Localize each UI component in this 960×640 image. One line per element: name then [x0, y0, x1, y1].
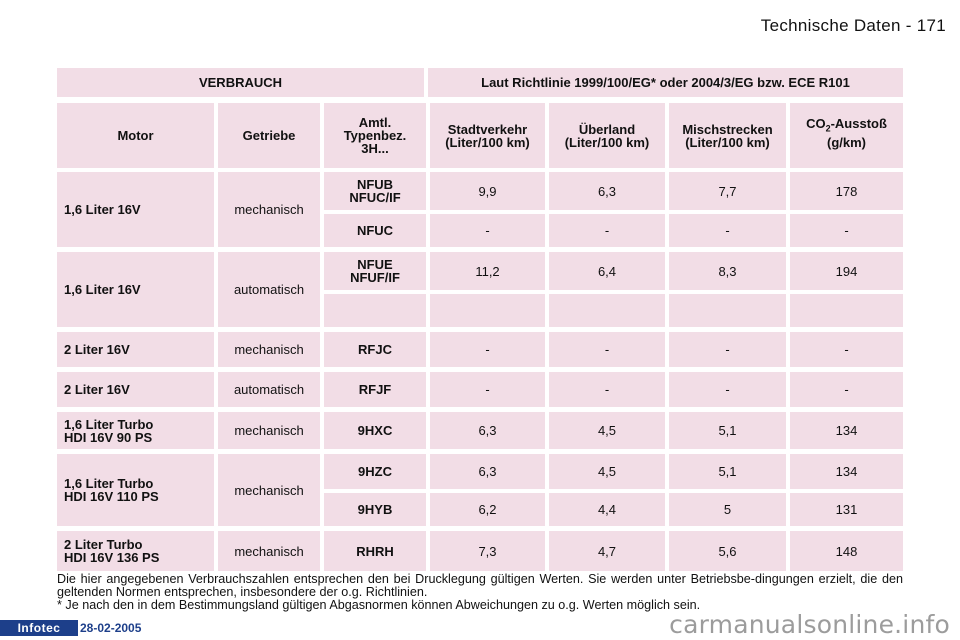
stadt-cell: 6,2 [430, 493, 545, 526]
motor-cell: 2 Liter 16V [57, 332, 214, 367]
motor-cell: 1,6 Liter Turbo HDI 16V 90 PS [57, 412, 214, 449]
getriebe-cell: mechanisch [218, 454, 320, 526]
co2-cell: - [790, 372, 903, 407]
ueberland-cell [549, 294, 665, 327]
table-title-left: VERBRAUCH [57, 68, 424, 97]
motor-cell: 2 Liter 16V [57, 372, 214, 407]
header-motor: Motor [57, 103, 214, 168]
header-ueberland: Überland (Liter/100 km) [549, 103, 665, 168]
motor-cell: 2 Liter Turbo HDI 16V 136 PS [57, 531, 214, 571]
misch-cell: 7,7 [669, 172, 786, 210]
getriebe-cell: automatisch [218, 252, 320, 327]
ueberland-cell: - [549, 332, 665, 367]
typ-cell: 9HXC [324, 412, 426, 449]
getriebe-cell: mechanisch [218, 412, 320, 449]
header-typenbez: Amtl. Typenbez. 3H... [324, 103, 426, 168]
co2-cell: 131 [790, 493, 903, 526]
ueberland-cell: 6,3 [549, 172, 665, 210]
stadt-cell: - [430, 332, 545, 367]
typ-cell: RFJF [324, 372, 426, 407]
header-mischstrecken: Mischstrecken (Liter/100 km) [669, 103, 786, 168]
ueberland-cell: - [549, 214, 665, 247]
misch-cell: 5,1 [669, 454, 786, 489]
stadt-cell: 6,3 [430, 454, 545, 489]
ueberland-cell: 4,5 [549, 454, 665, 489]
typ-cell: 9HYB [324, 493, 426, 526]
typ-cell: RFJC [324, 332, 426, 367]
footnote-line-2: * Je nach den in dem Bestimmungsland gül… [57, 598, 701, 612]
misch-cell: 5 [669, 493, 786, 526]
typ-cell: RHRH [324, 531, 426, 571]
typ-cell: NFUB NFUC/IF [324, 172, 426, 210]
ueberland-cell: 4,5 [549, 412, 665, 449]
header-co2: CO2-Ausstoß (g/km) [790, 103, 903, 168]
co2-cell: 148 [790, 531, 903, 571]
motor-cell: 1,6 Liter Turbo HDI 16V 110 PS [57, 454, 214, 526]
stadt-cell: 9,9 [430, 172, 545, 210]
typ-cell [324, 294, 426, 327]
misch-cell: 8,3 [669, 252, 786, 290]
stadt-cell: - [430, 214, 545, 247]
typ-cell: NFUC [324, 214, 426, 247]
co2-cell: - [790, 332, 903, 367]
header-stadtverkehr: Stadtverkehr (Liter/100 km) [430, 103, 545, 168]
misch-cell: - [669, 214, 786, 247]
co2-cell: 134 [790, 454, 903, 489]
co2-cell: 178 [790, 172, 903, 210]
getriebe-cell: mechanisch [218, 172, 320, 247]
typ-cell: 9HZC [324, 454, 426, 489]
page-header: Technische Daten - 171 [760, 16, 946, 35]
ueberland-cell: - [549, 372, 665, 407]
co2-cell: - [790, 214, 903, 247]
misch-cell: 5,6 [669, 531, 786, 571]
getriebe-cell: mechanisch [218, 531, 320, 571]
stadt-cell: 6,3 [430, 412, 545, 449]
infotec-logo: Infotec [0, 620, 78, 636]
footnote: Die hier angegebenen Verbrauchszahlen en… [57, 573, 903, 612]
watermark: carmanualsonline.info [669, 610, 950, 639]
getriebe-cell: automatisch [218, 372, 320, 407]
ueberland-cell: 4,7 [549, 531, 665, 571]
ueberland-cell: 4,4 [549, 493, 665, 526]
typ-cell: NFUE NFUF/IF [324, 252, 426, 290]
table-title-right: Laut Richtlinie 1999/100/EG* oder 2004/3… [428, 68, 903, 97]
motor-cell: 1,6 Liter 16V [57, 252, 214, 327]
co2-cell [790, 294, 903, 327]
co2-cell: 134 [790, 412, 903, 449]
misch-cell [669, 294, 786, 327]
footnote-line-1: Die hier angegebenen Verbrauchszahlen en… [57, 572, 903, 599]
getriebe-cell: mechanisch [218, 332, 320, 367]
co2-cell: 194 [790, 252, 903, 290]
stadt-cell [430, 294, 545, 327]
stadt-cell: - [430, 372, 545, 407]
misch-cell: 5,1 [669, 412, 786, 449]
misch-cell: - [669, 332, 786, 367]
footer-date: 28-02-2005 [80, 621, 142, 635]
stadt-cell: 11,2 [430, 252, 545, 290]
stadt-cell: 7,3 [430, 531, 545, 571]
motor-cell: 1,6 Liter 16V [57, 172, 214, 247]
ueberland-cell: 6,4 [549, 252, 665, 290]
header-getriebe: Getriebe [218, 103, 320, 168]
misch-cell: - [669, 372, 786, 407]
